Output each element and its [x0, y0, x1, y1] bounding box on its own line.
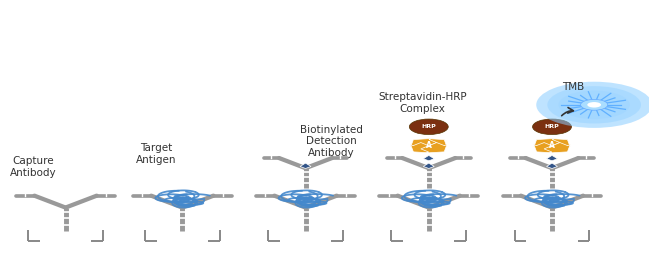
FancyArrow shape [421, 142, 447, 153]
FancyArrow shape [544, 139, 570, 149]
Text: TMB: TMB [562, 82, 584, 92]
Circle shape [532, 119, 571, 135]
Circle shape [558, 90, 630, 119]
FancyArrow shape [544, 142, 570, 153]
Circle shape [580, 99, 608, 110]
Text: A: A [549, 141, 555, 150]
FancyArrow shape [534, 142, 560, 153]
Polygon shape [423, 163, 434, 168]
Text: HRP: HRP [545, 124, 560, 129]
Text: Capture
Antibody: Capture Antibody [10, 156, 57, 178]
Text: Biotinylated
Detection
Antibody: Biotinylated Detection Antibody [300, 125, 363, 158]
Circle shape [587, 102, 601, 108]
FancyArrow shape [534, 139, 560, 149]
Text: HRP: HRP [421, 124, 436, 129]
Circle shape [410, 119, 448, 135]
Text: A: A [426, 141, 432, 150]
Polygon shape [547, 155, 558, 161]
Polygon shape [547, 163, 558, 168]
Polygon shape [300, 163, 311, 168]
FancyArrow shape [421, 139, 447, 149]
Polygon shape [423, 155, 434, 161]
Circle shape [547, 86, 641, 124]
FancyArrow shape [411, 139, 437, 149]
FancyArrow shape [411, 142, 437, 153]
Text: Streptavidin-HRP
Complex: Streptavidin-HRP Complex [378, 92, 467, 114]
Text: Target
Antigen: Target Antigen [136, 143, 177, 165]
Circle shape [536, 82, 650, 128]
